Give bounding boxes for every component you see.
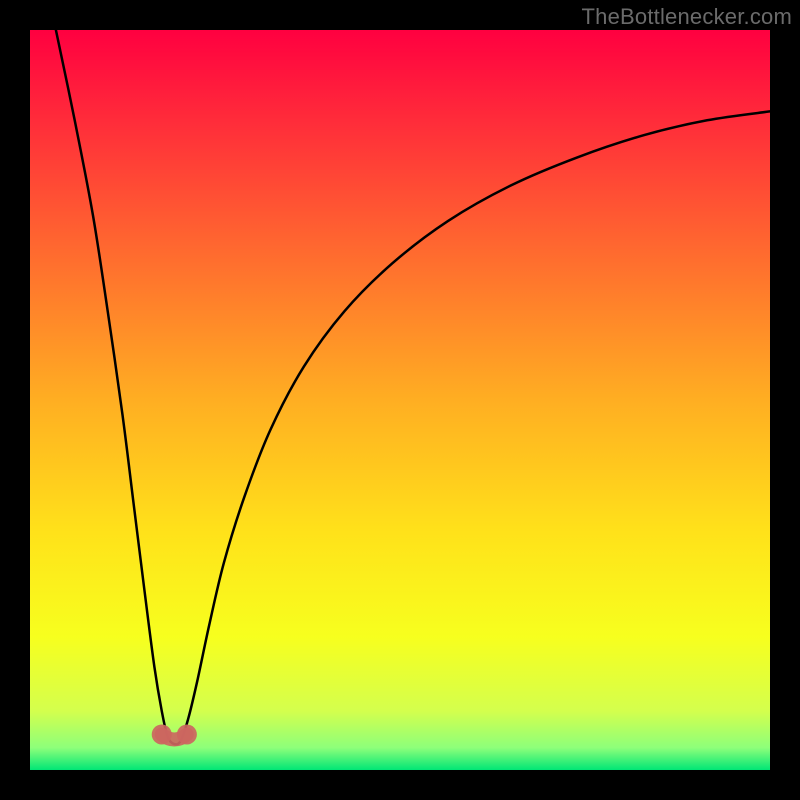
optimum-marker-1 bbox=[177, 724, 197, 744]
watermark-text: TheBottlenecker.com bbox=[582, 4, 792, 30]
optimum-marker-0 bbox=[152, 724, 172, 744]
gradient-background bbox=[30, 30, 770, 770]
chart-frame: TheBottlenecker.com bbox=[0, 0, 800, 800]
plot-area bbox=[30, 30, 770, 770]
bottleneck-curve-chart bbox=[30, 30, 770, 770]
